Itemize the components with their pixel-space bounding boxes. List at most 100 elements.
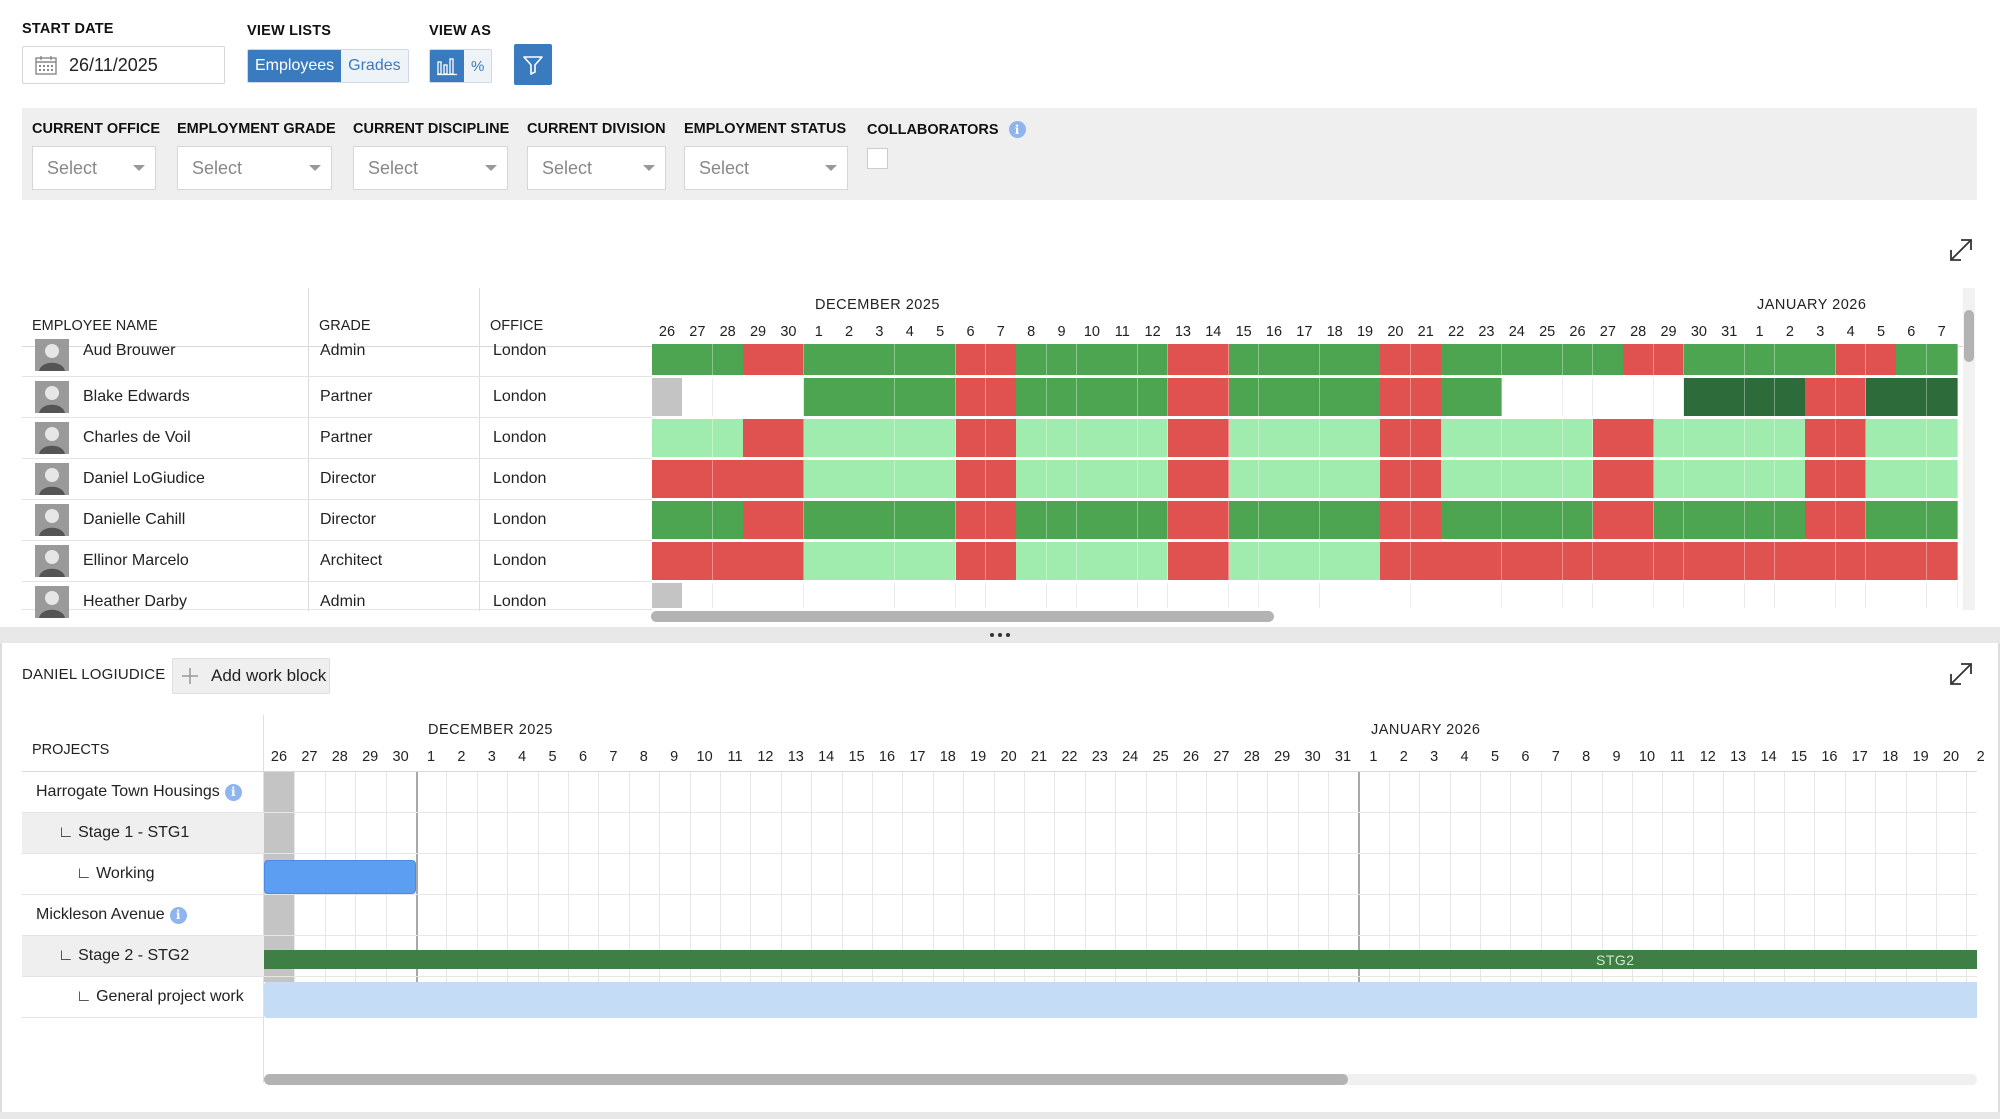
heatmap-cell[interactable]: [985, 501, 1017, 539]
heatmap-cell[interactable]: [1774, 378, 1806, 416]
heatmap-cell[interactable]: [1744, 419, 1776, 457]
heatmap-cell[interactable]: [773, 419, 805, 457]
office-header[interactable]: OFFICE: [490, 318, 544, 334]
heatmap-cell[interactable]: [1835, 501, 1867, 539]
heatmap-cell[interactable]: [682, 460, 714, 498]
heatmap-cell[interactable]: [1896, 460, 1928, 498]
heatmap-cell[interactable]: [1167, 378, 1199, 416]
heatmap-cell[interactable]: [1562, 501, 1594, 539]
heatmap-cell[interactable]: [1714, 378, 1746, 416]
heatmap-cell[interactable]: [1866, 460, 1897, 498]
heatmap-cell[interactable]: [1259, 344, 1290, 375]
heatmap-cell[interactable]: [1441, 542, 1472, 580]
heatmap-cell[interactable]: [712, 378, 744, 416]
heatmap-cell[interactable]: [1926, 501, 1958, 539]
heatmap-cell[interactable]: [1866, 378, 1897, 416]
heatmap-cell[interactable]: [1380, 419, 1412, 457]
heatmap-cell[interactable]: [1562, 542, 1594, 580]
expand-icon[interactable]: [1947, 660, 1975, 688]
heatmap-cell[interactable]: [1137, 378, 1169, 416]
heatmap-cell[interactable]: [1653, 378, 1685, 416]
heatmap-cell[interactable]: [1592, 344, 1624, 375]
heatmap-cell[interactable]: [955, 501, 987, 539]
heatmap-cell[interactable]: [1714, 419, 1746, 457]
heatmap-cell[interactable]: [1623, 378, 1655, 416]
heatmap-cell[interactable]: [743, 583, 774, 608]
heatmap-cell[interactable]: [1380, 542, 1412, 580]
heatmap-cell[interactable]: [1410, 419, 1442, 457]
heatmap-cell[interactable]: [834, 344, 865, 375]
heatmap-cell[interactable]: [1107, 542, 1139, 580]
heatmap-cell[interactable]: [1744, 542, 1776, 580]
heatmap-cell[interactable]: [682, 378, 714, 416]
heatmap-cell[interactable]: [1441, 583, 1472, 608]
heatmap-cell[interactable]: [712, 583, 744, 608]
heatmap-cell[interactable]: [1410, 501, 1442, 539]
heatmap-cell[interactable]: [864, 378, 896, 416]
heatmap-cell[interactable]: [1046, 583, 1078, 608]
grade-header[interactable]: GRADE: [319, 318, 371, 334]
heatmap-cell[interactable]: [894, 542, 926, 580]
heatmap-cell[interactable]: [1167, 344, 1199, 375]
info-icon[interactable]: i: [224, 783, 242, 801]
project-row[interactable]: ∟ Working: [22, 854, 264, 895]
heatmap-cell[interactable]: [1532, 378, 1563, 416]
table-row[interactable]: Aud Brouwer Admin London: [22, 339, 652, 377]
heatmap-cell[interactable]: [682, 583, 714, 608]
heatmap-cell[interactable]: [985, 344, 1017, 375]
heatmap-cell[interactable]: [1683, 344, 1715, 375]
heatmap-cell[interactable]: [1319, 460, 1351, 498]
heatmap-cell[interactable]: [773, 378, 805, 416]
heatmap-cell[interactable]: [1471, 542, 1503, 580]
table-row[interactable]: Ellinor Marcelo Architect London: [22, 541, 652, 582]
heatmap-cell[interactable]: [803, 378, 835, 416]
heatmap-cell[interactable]: [894, 344, 926, 375]
heatmap-cell[interactable]: [834, 419, 865, 457]
heatmap-cell[interactable]: [1016, 419, 1048, 457]
heatmap-cell[interactable]: [1198, 501, 1230, 539]
heatmap-cell[interactable]: [894, 460, 926, 498]
heatmap-cell[interactable]: [1046, 419, 1078, 457]
heatmap-cell[interactable]: [1714, 460, 1746, 498]
heatmap-cell[interactable]: [1562, 583, 1594, 608]
heatmap-cell[interactable]: [955, 419, 987, 457]
heatmap-cell[interactable]: [1228, 542, 1260, 580]
heatmap-cell[interactable]: [1350, 378, 1381, 416]
heatmap-cell[interactable]: [1896, 344, 1928, 375]
heatmap-cell[interactable]: [1259, 419, 1290, 457]
heatmap-cell[interactable]: [1501, 419, 1533, 457]
heatmap-cell[interactable]: [803, 542, 835, 580]
heatmap-cell[interactable]: [1046, 344, 1078, 375]
heatmap-cell[interactable]: [1198, 460, 1230, 498]
heatmap-cell[interactable]: [925, 378, 956, 416]
heatmap-cell[interactable]: [1016, 542, 1048, 580]
heatmap-cell[interactable]: [985, 419, 1017, 457]
heatmap-cell[interactable]: [1107, 419, 1139, 457]
heatmap-cell[interactable]: [925, 460, 956, 498]
heatmap-cell[interactable]: [1076, 419, 1108, 457]
heatmap-cell[interactable]: [1805, 419, 1837, 457]
heatmap-cell[interactable]: [1926, 542, 1958, 580]
heatmap-cell[interactable]: [1926, 419, 1958, 457]
heatmap-cell[interactable]: [1805, 501, 1837, 539]
heatmap-cell[interactable]: [834, 460, 865, 498]
heatmap-cell[interactable]: [1896, 501, 1928, 539]
heatmap-cell[interactable]: [1866, 542, 1897, 580]
heatmap-cell[interactable]: [803, 583, 835, 608]
heatmap-cell[interactable]: [1835, 583, 1867, 608]
heatmap-cell[interactable]: [1835, 344, 1867, 375]
heatmap-cell[interactable]: [803, 501, 835, 539]
heatmap-cell[interactable]: [925, 419, 956, 457]
horizontal-scrollbar[interactable]: [651, 611, 1274, 622]
heatmap-cell[interactable]: [1259, 460, 1290, 498]
heatmap-cell[interactable]: [1774, 583, 1806, 608]
heatmap-cell[interactable]: [1228, 344, 1260, 375]
heatmap-cell[interactable]: [1592, 542, 1624, 580]
heatmap-cell[interactable]: [1532, 542, 1563, 580]
heatmap-cell[interactable]: [1046, 542, 1078, 580]
heatmap-cell[interactable]: [1046, 378, 1078, 416]
heatmap-cell[interactable]: [1441, 378, 1472, 416]
view-lists-employees[interactable]: Employees: [248, 50, 342, 82]
heatmap-cell[interactable]: [1228, 583, 1260, 608]
heatmap-cell[interactable]: [1380, 378, 1412, 416]
